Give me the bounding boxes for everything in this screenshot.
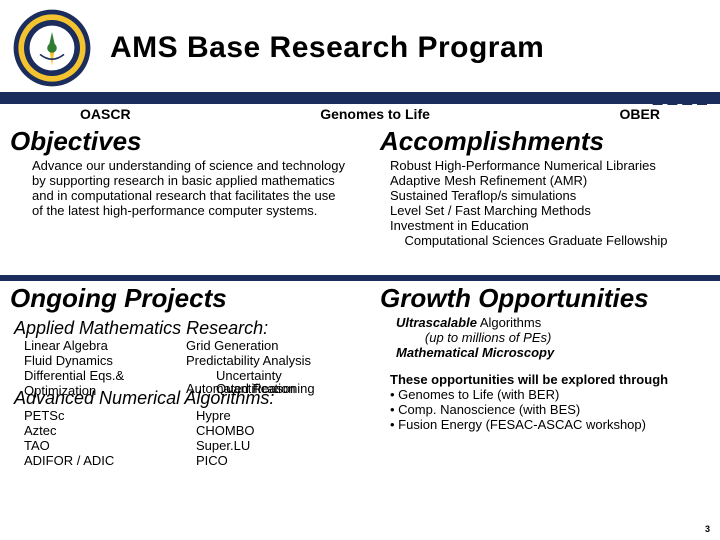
am-item: Grid Generation: [186, 339, 348, 354]
objectives-text: Advance our understanding of science and…: [10, 159, 360, 275]
section-headings-top: Objectives Accomplishments: [0, 126, 720, 157]
acc-item: Sustained Teraflop/s simulations: [390, 189, 710, 204]
bottom-body: Applied Mathematics Research: Linear Alg…: [0, 314, 720, 469]
divider-bar-top: [0, 92, 720, 104]
page-number: 3: [705, 524, 710, 534]
heading-ongoing: Ongoing Projects: [10, 283, 360, 314]
label-ober: OBER: [620, 106, 660, 122]
growth-item: Ultrascalable Algorithms: [390, 316, 710, 331]
acc-item: Computational Sciences Graduate Fellowsh…: [390, 234, 710, 249]
section-headings-bottom: Ongoing Projects Growth Opportunities: [0, 283, 720, 314]
aa-item: TAO: [24, 439, 186, 454]
growth-bullet: Comp. Nanoscience (with BES): [390, 403, 710, 418]
divider-bar-mid: [0, 275, 720, 281]
top-body: Advance our understanding of science and…: [0, 157, 720, 275]
heading-accomplishments: Accomplishments: [360, 126, 710, 157]
accomplishments-list: Robust High-Performance Numerical Librar…: [360, 159, 710, 275]
growth-item: (up to millions of PEs): [390, 331, 710, 346]
decoration-dashes: ▬ ▬ ▬ ▬: [653, 97, 708, 108]
growth-bullet: Genomes to Life (with BER): [390, 388, 710, 403]
growth-bullet: Fusion Energy (FESAC-ASCAC workshop): [390, 418, 710, 433]
acc-item: Adaptive Mesh Refinement (AMR): [390, 174, 710, 189]
aa-item: ADIFOR / ADIC: [24, 454, 186, 469]
subhead-adv-num: Advanced Numerical Algorithms:: [14, 388, 348, 409]
growth-em: Ultrascalable: [396, 315, 477, 330]
growth-lead: These opportunities will be explored thr…: [390, 373, 710, 388]
acc-item: Robust High-Performance Numerical Librar…: [390, 159, 710, 174]
growth-text: Algorithms: [477, 315, 541, 330]
aa-col2: Hypre CHOMBO Super.LU PICO: [186, 409, 348, 469]
doe-seal-icon: [12, 8, 92, 88]
aa-item: Hypre: [196, 409, 348, 424]
sub-label-row: OASCR Genomes to Life OBER ▬ ▬ ▬ ▬: [0, 104, 720, 124]
aa-item: PICO: [196, 454, 348, 469]
label-genomes: Genomes to Life: [320, 106, 430, 122]
aa-item: Super.LU: [196, 439, 348, 454]
am-item: Linear Algebra: [24, 339, 186, 354]
am-item: Predictability Analysis: [186, 354, 348, 369]
label-oascr: OASCR: [80, 106, 131, 122]
aa-item: CHOMBO: [196, 424, 348, 439]
aa-col1: PETSc Aztec TAO ADIFOR / ADIC: [24, 409, 186, 469]
header: AMS Base Research Program: [0, 0, 720, 88]
acc-item: Level Set / Fast Marching Methods: [390, 204, 710, 219]
acc-item: Investment in Education: [390, 219, 710, 234]
aa-item: Aztec: [24, 424, 186, 439]
aa-item: PETSc: [24, 409, 186, 424]
growth-col: Ultrascalable Algorithms (up to millions…: [360, 316, 710, 469]
am-item: Differential Eqs.&: [24, 369, 186, 384]
spacer: [390, 361, 710, 373]
slide-title: AMS Base Research Program: [110, 31, 544, 65]
am-item: Fluid Dynamics: [24, 354, 186, 369]
ongoing-col: Applied Mathematics Research: Linear Alg…: [10, 316, 360, 469]
heading-growth: Growth Opportunities: [360, 283, 710, 314]
growth-item: Mathematical Microscopy: [390, 346, 710, 361]
adv-alg-cols: PETSc Aztec TAO ADIFOR / ADIC Hypre CHOM…: [14, 409, 348, 469]
subhead-applied-math: Applied Mathematics Research:: [14, 318, 348, 339]
slide: AMS Base Research Program OASCR Genomes …: [0, 0, 720, 540]
heading-objectives: Objectives: [10, 126, 360, 157]
growth-bullets: Genomes to Life (with BER) Comp. Nanosci…: [390, 388, 710, 433]
